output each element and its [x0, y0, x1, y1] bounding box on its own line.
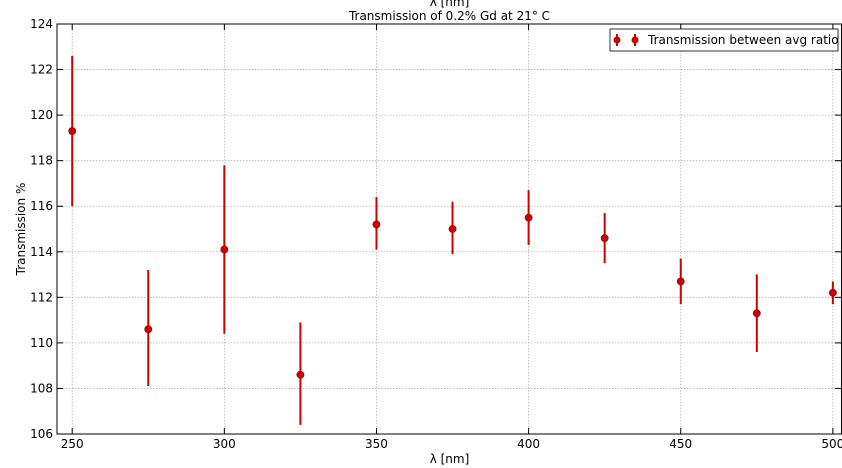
data-point	[220, 245, 229, 254]
y-axis-title: Transmission %	[14, 183, 28, 277]
y-tick-label: 106	[30, 427, 53, 441]
data-point	[676, 277, 685, 286]
y-tick-label: 124	[30, 17, 53, 31]
x-tick-label: 450	[669, 437, 692, 451]
y-tick-label: 110	[30, 336, 53, 350]
data-point	[828, 288, 837, 297]
legend-label: Transmission between avg ratio	[647, 33, 839, 47]
chart-title-line2: Transmission of 0.2% Gd at 21° C	[348, 9, 550, 23]
legend-marker-icon	[613, 36, 621, 44]
data-point	[372, 220, 381, 229]
legend: Transmission between avg ratio	[609, 28, 839, 52]
x-axis-title: λ [nm]	[430, 452, 470, 466]
y-tick-label: 118	[30, 154, 53, 168]
y-tick-label: 120	[30, 108, 53, 122]
x-tick-label: 350	[365, 437, 388, 451]
data-point	[600, 234, 609, 243]
y-tick-label: 116	[30, 199, 53, 213]
ticks-layer: 250 300 350 400 450 500 106 108 110 112 114 116 118 1…	[30, 17, 842, 451]
data-point	[448, 225, 457, 233]
legend-marker-icon	[631, 36, 639, 44]
legend-box	[609, 28, 839, 52]
y-tick-label: 108	[30, 381, 53, 395]
data-point	[144, 325, 153, 334]
chart-title-line1: λ [nm]	[430, 0, 470, 9]
series-layer	[68, 55, 837, 425]
x-tick-label: 250	[61, 437, 84, 451]
y-tick-label: 122	[30, 63, 53, 77]
x-tick-label: 500	[821, 437, 842, 451]
y-tick-label: 112	[30, 290, 53, 304]
data-point	[296, 370, 305, 379]
data-point	[524, 213, 533, 222]
x-tick-label: 300	[213, 437, 236, 451]
y-tick-label: 114	[30, 245, 53, 259]
data-point	[752, 309, 761, 318]
x-tick-label: 400	[517, 437, 540, 451]
data-point	[68, 127, 77, 135]
